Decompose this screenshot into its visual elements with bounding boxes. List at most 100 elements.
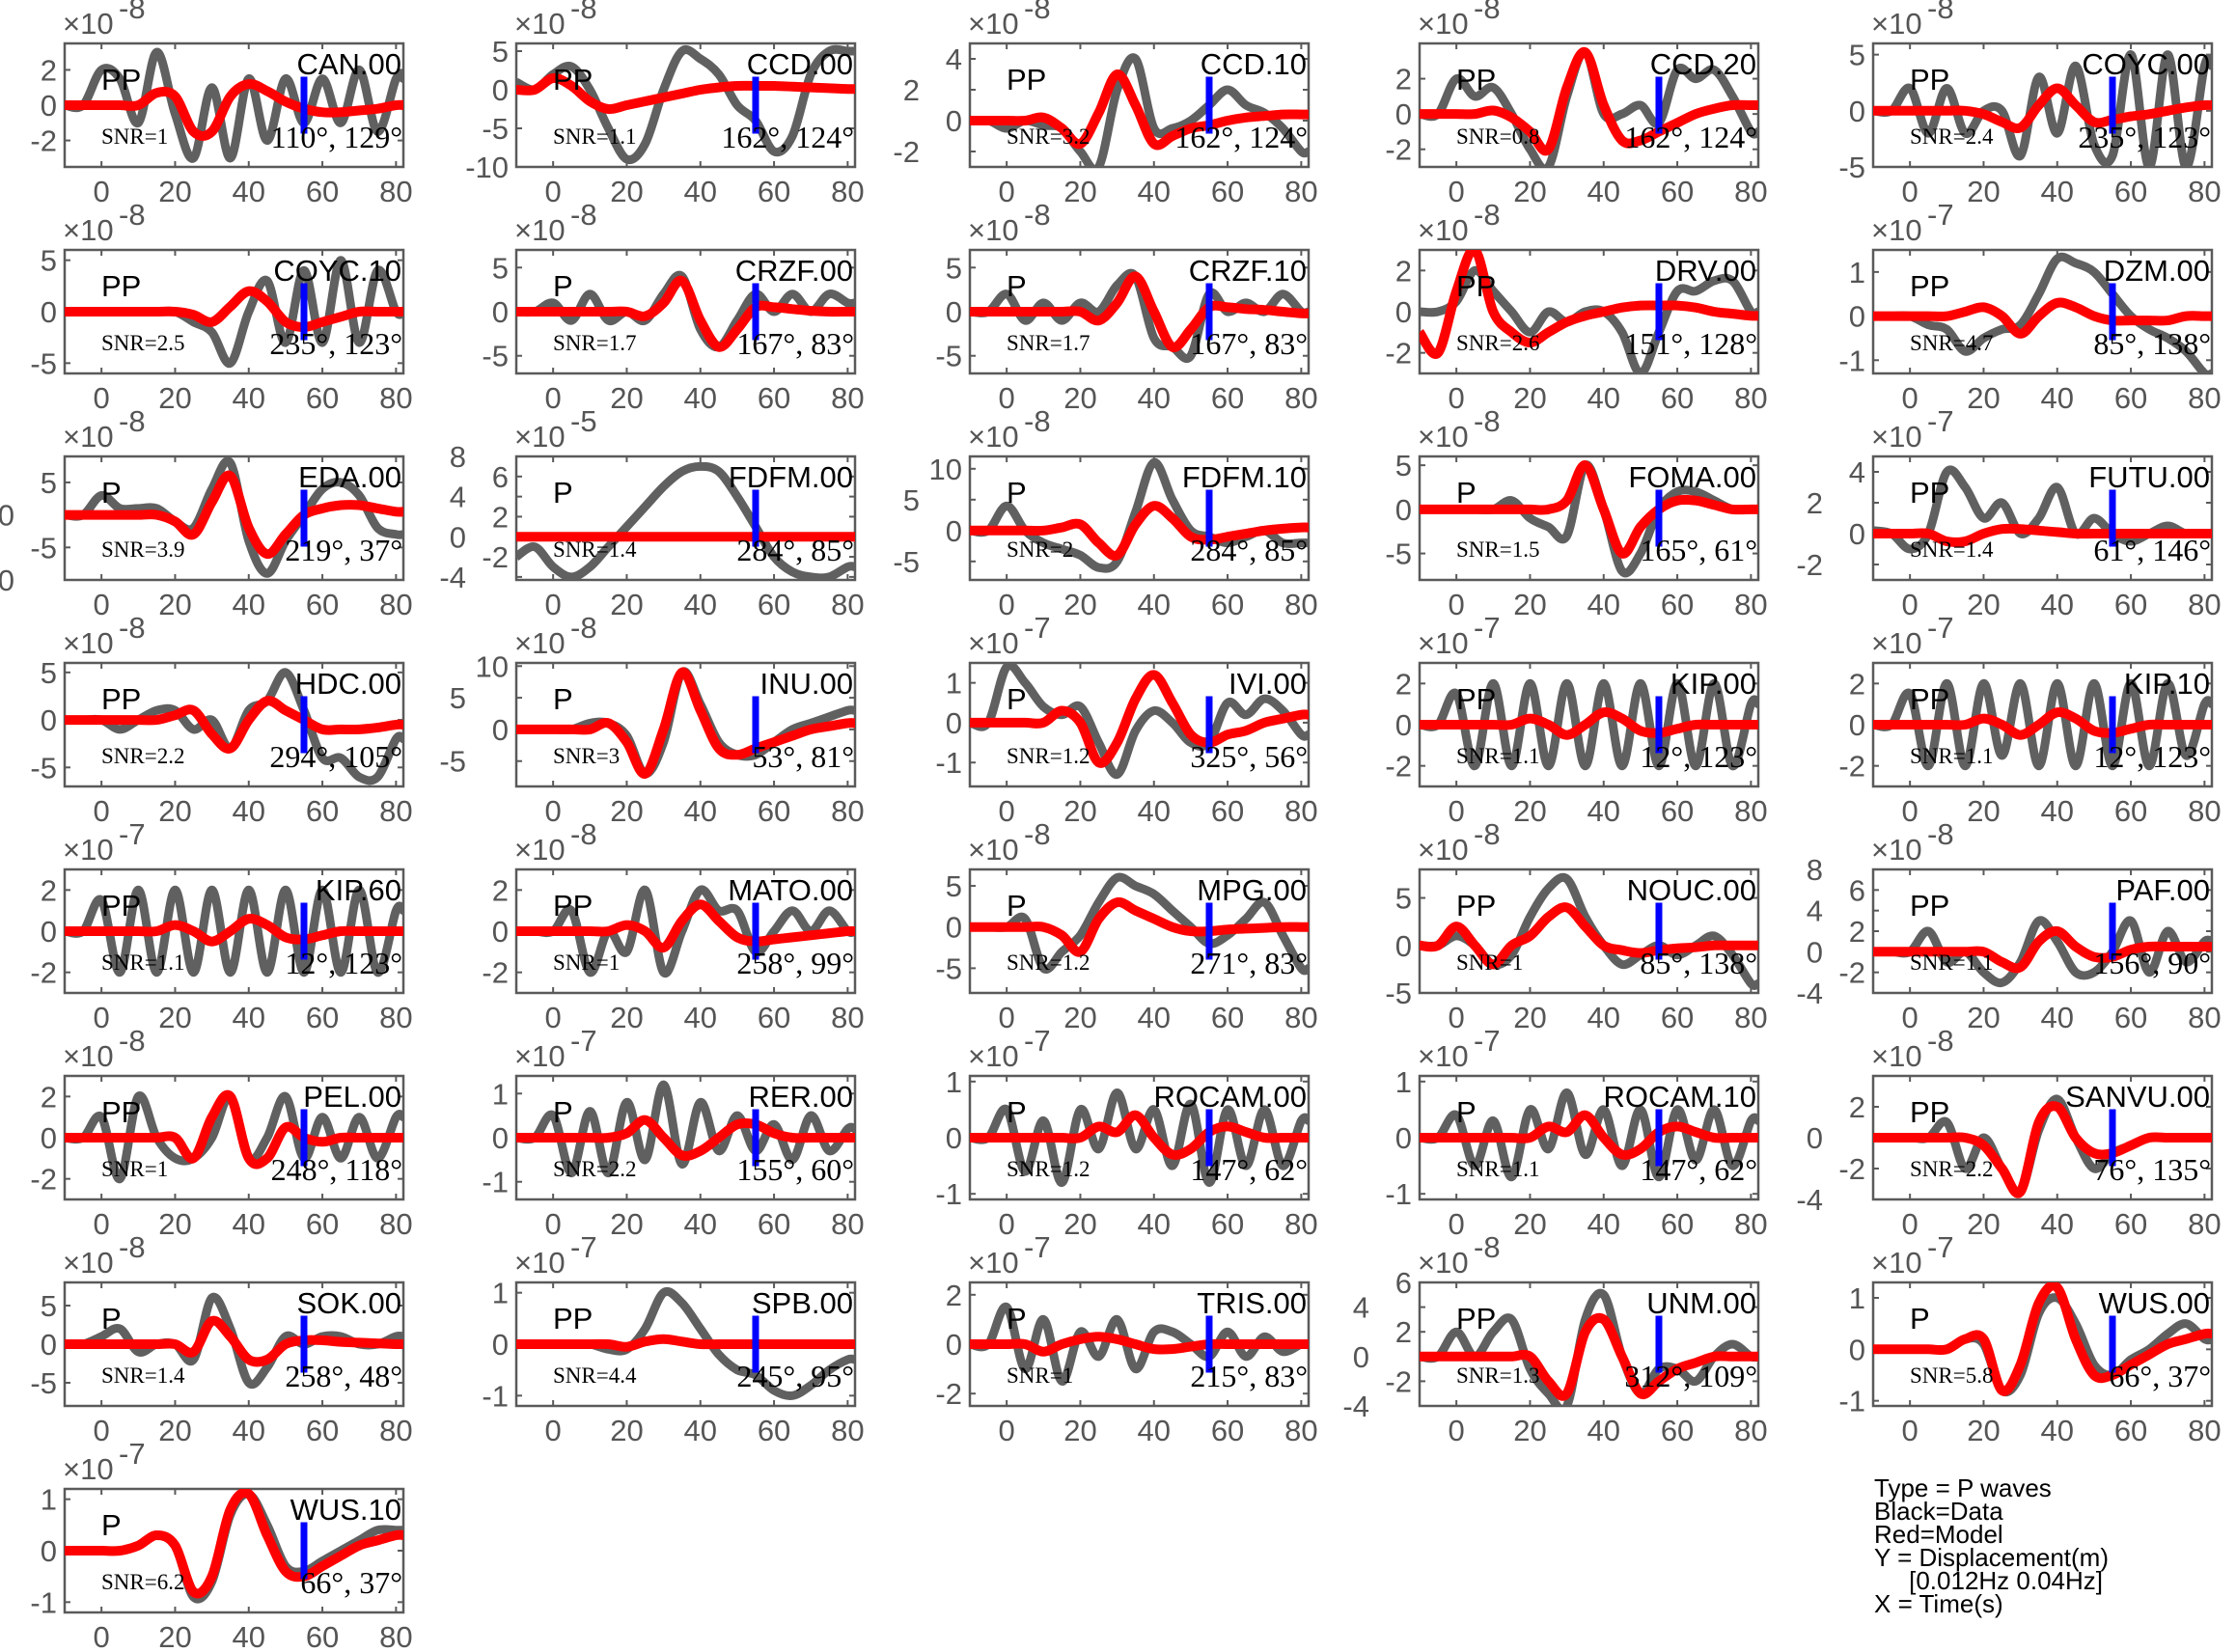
y-tick-label: -5 xyxy=(30,346,57,380)
y-tick-label: 5 xyxy=(492,251,509,285)
station-label: CAN.00 xyxy=(296,47,401,81)
x-tick-label: 80 xyxy=(379,1001,412,1034)
y-tick-label: 1 xyxy=(492,1077,509,1111)
x-tick-label: 20 xyxy=(158,175,191,208)
x-tick-label: 40 xyxy=(233,381,265,415)
x-tick-label: 0 xyxy=(999,381,1015,415)
x-tick-label: 20 xyxy=(1967,175,2000,208)
x-tick-label: 20 xyxy=(1513,794,1546,828)
y-tick-label: 0 xyxy=(1849,1333,1865,1366)
y-multiplier: ×10 xyxy=(968,1246,1019,1280)
x-tick-label: 60 xyxy=(1661,588,1694,621)
y-tick-label: 0 xyxy=(492,295,509,329)
azimuth-distance-label: 66°, 37° xyxy=(2109,1359,2211,1393)
snr-label: SNR=1 xyxy=(101,1157,168,1181)
azimuth-distance-label: 258°, 99° xyxy=(736,946,854,980)
y-tick-label: 0 xyxy=(1807,935,1823,969)
subplot-kip-10: 0 20 40 60 80 -2 0 2×10 -7 PP KIP.10 SNR=1.1 12°, 12… xyxy=(1838,611,2221,828)
data-trace xyxy=(970,663,1309,780)
y-tick-label: 5 xyxy=(450,681,466,715)
y-tick-label: -4 xyxy=(439,561,466,594)
y-tick-label: 0 xyxy=(492,915,509,949)
y-tick-label: 0 xyxy=(0,499,14,533)
azimuth-distance-label: 53°, 81° xyxy=(752,739,854,774)
x-tick-label: 40 xyxy=(1587,1001,1620,1034)
subplot-tris-00: 0 20 40 60 80 -2 0 2×10 -7 P TRIS.00 SNR=1 215°, 83° xyxy=(935,1230,1317,1447)
y-tick-label: -2 xyxy=(30,124,57,158)
x-tick-label: 0 xyxy=(545,794,562,828)
y-multiplier-exponent: -8 xyxy=(570,198,597,232)
x-tick-label: 20 xyxy=(610,794,643,828)
y-tick-label: 0 xyxy=(1807,1121,1823,1155)
snr-label: SNR=1.1 xyxy=(101,950,184,975)
data-trace xyxy=(516,44,855,165)
curves xyxy=(516,885,855,977)
x-tick-label: 0 xyxy=(1449,794,1465,828)
data-trace xyxy=(970,1303,1309,1386)
curves xyxy=(970,53,1309,167)
curves xyxy=(1873,916,2212,988)
snr-label: SNR=1.7 xyxy=(553,331,636,355)
y-multiplier: ×10 xyxy=(968,1039,1019,1073)
x-tick-label: 80 xyxy=(831,588,864,621)
snr-label: SNR=1.2 xyxy=(1007,950,1090,975)
x-tick-label: 0 xyxy=(94,1207,110,1241)
x-tick-label: 80 xyxy=(2188,794,2221,828)
x-tick-label: 80 xyxy=(831,175,864,208)
y-multiplier: ×10 xyxy=(1871,7,1922,41)
y-multiplier-exponent: -8 xyxy=(1474,0,1501,25)
y-tick-label: -4 xyxy=(1796,1183,1823,1217)
y-multiplier: ×10 xyxy=(1871,626,1922,660)
x-tick-label: 80 xyxy=(1284,794,1317,828)
x-tick-label: 80 xyxy=(831,1001,864,1034)
phase-label: PP xyxy=(1007,63,1046,96)
y-multiplier-exponent: -8 xyxy=(119,0,146,25)
y-tick-label: 2 xyxy=(1849,915,1865,949)
x-tick-label: 80 xyxy=(379,1620,412,1652)
x-tick-label: 40 xyxy=(1587,381,1620,415)
station-label: SOK.00 xyxy=(296,1286,401,1320)
model-trace xyxy=(1873,707,2212,740)
phase-label: PP xyxy=(101,889,141,922)
axes-box xyxy=(514,41,857,169)
x-tick-label: 80 xyxy=(1734,1414,1767,1447)
x-tick-label: 40 xyxy=(684,794,717,828)
y-tick-label: 2 xyxy=(492,500,509,534)
y-multiplier: ×10 xyxy=(514,1246,566,1280)
snr-label: SNR=1.4 xyxy=(1910,537,1994,562)
snr-label: SNR=4.4 xyxy=(553,1363,637,1388)
y-tick-label: -5 xyxy=(1385,537,1412,571)
y-tick-label: 1 xyxy=(946,667,962,701)
y-multiplier-exponent: -8 xyxy=(570,611,597,645)
azimuth-distance-label: 162°, 124° xyxy=(1624,120,1757,154)
y-multiplier-exponent: -7 xyxy=(1024,1230,1051,1264)
snr-label: SNR=1.4 xyxy=(553,537,637,562)
model-trace xyxy=(970,69,1309,151)
x-tick-label: 60 xyxy=(758,588,790,621)
subplot-pel-00: 0 20 40 60 80 -2 0 2×10 -8 PP PEL.00 SNR=1 248°, 118… xyxy=(30,1024,412,1241)
x-tick-label: 0 xyxy=(1449,588,1465,621)
x-tick-label: 60 xyxy=(2114,794,2147,828)
axes-box xyxy=(968,454,1311,582)
y-tick-label: 4 xyxy=(946,42,962,76)
x-tick-label: 40 xyxy=(2041,1414,2074,1447)
x-tick-label: 40 xyxy=(684,381,717,415)
x-tick-label: 0 xyxy=(94,381,110,415)
x-tick-label: 20 xyxy=(1967,1001,2000,1034)
x-tick-label: 0 xyxy=(999,1001,1015,1034)
curves xyxy=(65,256,403,368)
phase-label: PP xyxy=(1910,63,1949,96)
x-tick-label: 20 xyxy=(1513,175,1546,208)
x-tick-label: 60 xyxy=(1661,1001,1694,1034)
phase-label: PP xyxy=(1456,269,1496,303)
x-tick-label: 40 xyxy=(1587,1414,1620,1447)
x-tick-label: 20 xyxy=(158,381,191,415)
phase-label: P xyxy=(1007,1095,1027,1129)
y-tick-label: 2 xyxy=(1395,63,1412,96)
phase-label: P xyxy=(1910,1302,1930,1335)
y-tick-label: 4 xyxy=(1807,895,1823,928)
x-tick-label: 80 xyxy=(831,381,864,415)
y-multiplier-exponent: -7 xyxy=(1927,198,1954,232)
model-trace xyxy=(970,896,1309,957)
x-tick-label: 20 xyxy=(610,1207,643,1241)
